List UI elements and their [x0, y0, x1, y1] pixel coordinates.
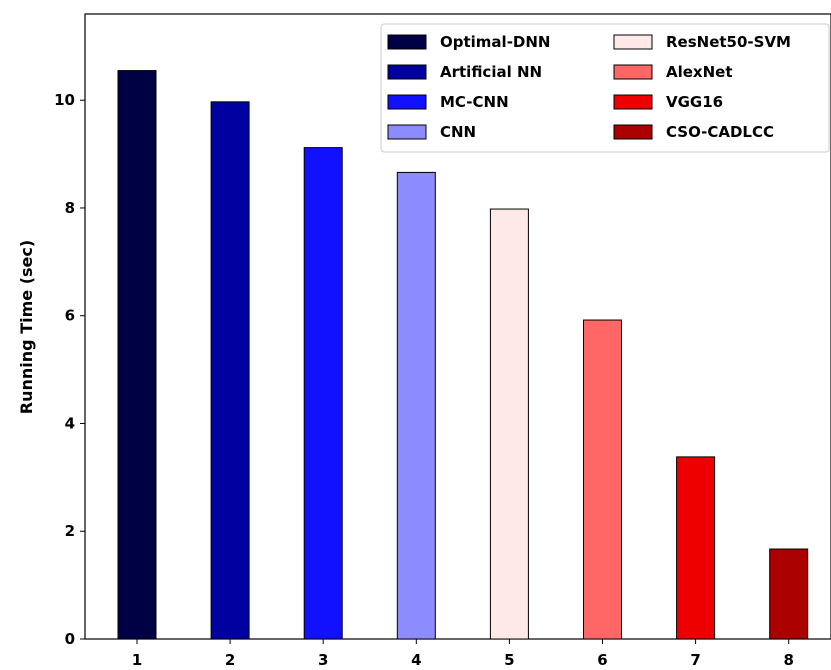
legend-label-artificial-nn: Artificial NN [440, 63, 542, 81]
legend-swatch-resnet50-svm [613, 34, 653, 50]
legend-swatch-optimal-dnn [387, 34, 427, 50]
y-tick-label: 0 [65, 630, 75, 648]
legend-swatch-cnn [387, 124, 427, 140]
legend: Optimal-DNN Artificial NN MC-CNN CNN ResNet5… [380, 23, 830, 153]
legend-label-mc-cnn: MC-CNN [440, 93, 509, 111]
bar-optimal-dnn [117, 70, 157, 640]
bar-cso-cadlcc [769, 548, 809, 640]
bar-mc-cnn [303, 147, 343, 640]
legend-label-cso-cadlcc: CSO-CADLCC [666, 123, 774, 141]
bar-vgg16 [676, 456, 716, 640]
legend-box [380, 23, 830, 153]
legend-label-alexnet: AlexNet [666, 63, 733, 81]
legend-label-optimal-dnn: Optimal-DNN [440, 33, 550, 51]
legend-swatch-cso-cadlcc [613, 124, 653, 140]
legend-swatch-artificial-nn [387, 64, 427, 80]
legend-label-resnet50-svm: ResNet50-SVM [666, 33, 791, 51]
y-axis: 0 2 4 6 8 10 [54, 91, 85, 648]
legend-label-vgg16: VGG16 [666, 93, 723, 111]
legend-swatch-vgg16 [613, 94, 653, 110]
y-tick-label: 4 [65, 414, 75, 432]
y-tick-label: 8 [65, 199, 75, 217]
x-tick-label: 7 [690, 651, 700, 669]
bar-artificial-nn [210, 101, 250, 640]
x-tick-label: 3 [318, 651, 328, 669]
x-axis: 1 2 3 4 5 6 7 8 [132, 639, 794, 669]
y-tick-label: 10 [54, 91, 75, 109]
y-axis-label: Running Time (sec) [17, 240, 36, 414]
x-tick-label: 6 [597, 651, 607, 669]
y-tick-label: 2 [65, 522, 75, 540]
legend-swatch-alexnet [613, 64, 653, 80]
legend-label-cnn: CNN [440, 123, 476, 141]
bar-resnet50-svm [489, 208, 529, 640]
x-tick-label: 2 [225, 651, 235, 669]
bar-alexnet [583, 319, 622, 640]
legend-swatch-mc-cnn [387, 94, 427, 110]
x-tick-label: 4 [411, 651, 421, 669]
x-tick-label: 8 [783, 651, 793, 669]
y-tick-label: 6 [65, 307, 75, 325]
bar-cnn [396, 171, 436, 640]
x-tick-label: 1 [132, 651, 142, 669]
x-tick-label: 5 [504, 651, 514, 669]
